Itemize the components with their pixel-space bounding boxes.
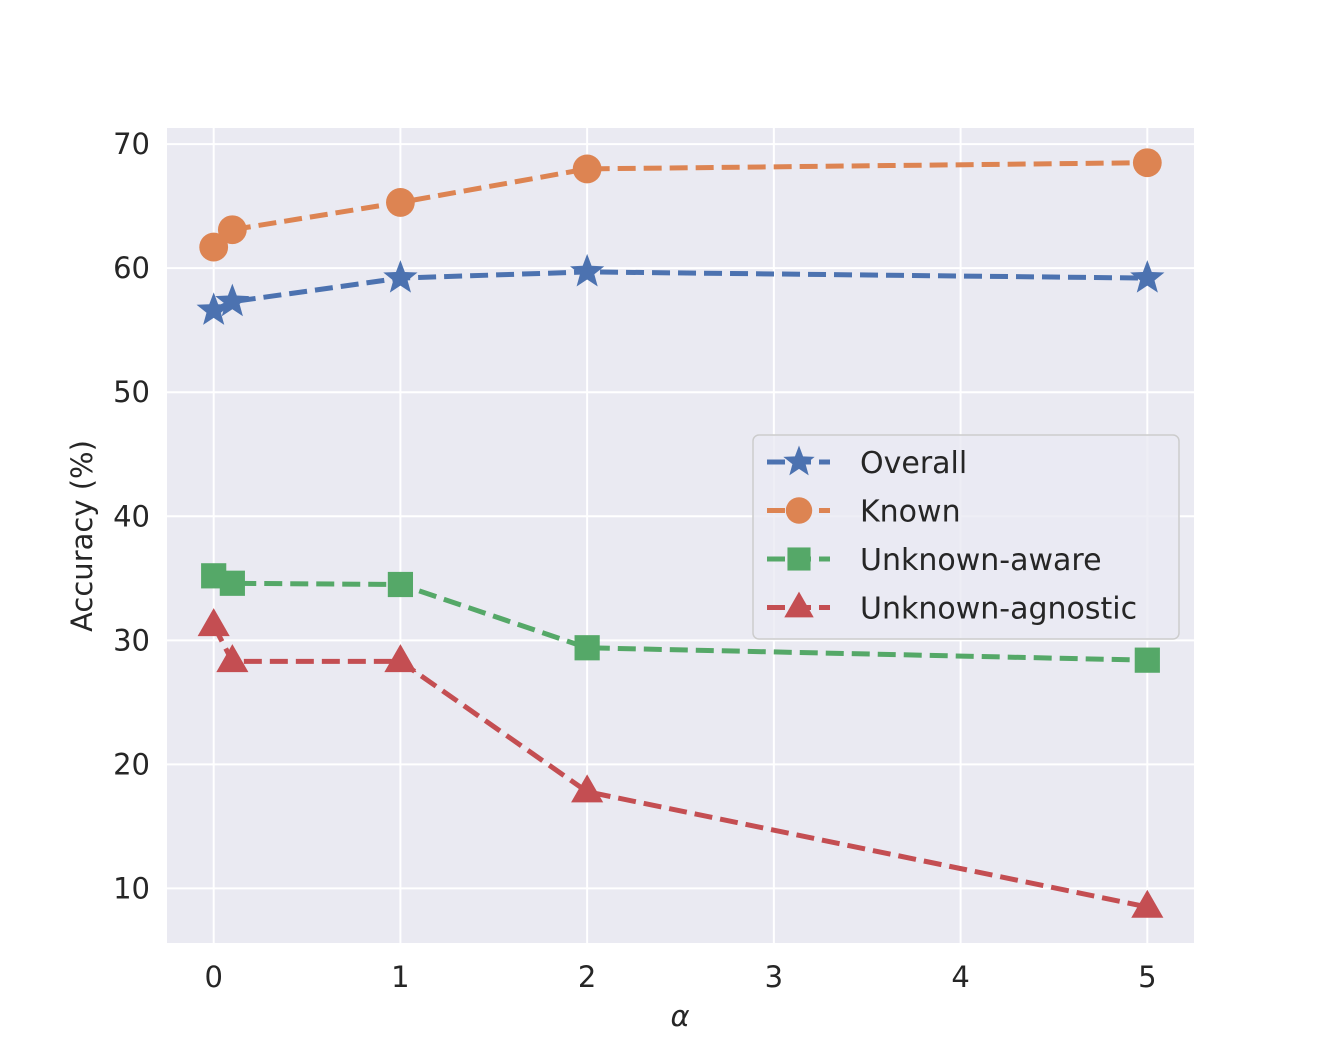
y-tick-label: 10 bbox=[113, 871, 150, 905]
data-point-unknown-agnostic bbox=[384, 644, 417, 673]
data-point-overall bbox=[383, 260, 418, 293]
data-point-unknown-aware bbox=[1134, 647, 1160, 673]
data-point-overall bbox=[196, 292, 231, 325]
legend-frame bbox=[752, 434, 1180, 640]
data-point-overall bbox=[1130, 260, 1165, 293]
x-tick-label: 2 bbox=[578, 960, 596, 994]
y-tick-label: 20 bbox=[113, 747, 150, 781]
legend-label-known: Known bbox=[860, 495, 961, 530]
series-unknown-aware bbox=[201, 563, 1160, 673]
x-tick-label: 3 bbox=[765, 960, 783, 994]
legend-item-known: Known bbox=[767, 495, 961, 530]
legend-marker-known bbox=[785, 497, 813, 524]
x-tick-label: 1 bbox=[391, 960, 409, 994]
y-tick-label: 50 bbox=[113, 375, 150, 409]
legend: Overall Known Unknown-aware Unknown-agnosti… bbox=[752, 434, 1180, 640]
data-point-overall bbox=[215, 283, 250, 317]
x-tick-label: 0 bbox=[204, 960, 222, 994]
data-point-overall bbox=[570, 253, 605, 287]
y-tick-label: 30 bbox=[113, 623, 150, 657]
series-known bbox=[199, 148, 1162, 262]
data-point-known bbox=[217, 215, 247, 245]
tick-labels: 0 1 2 3 4 5 10 20 30 40 50 60 70 bbox=[113, 127, 1156, 994]
y-tick-label: 40 bbox=[113, 499, 150, 533]
data-point-known bbox=[199, 232, 229, 262]
legend-item-overall: Overall bbox=[767, 445, 967, 481]
legend-marker-unknown-aware bbox=[787, 547, 811, 571]
legend-marker-unknown-agnostic bbox=[784, 591, 814, 618]
legend-marker-overall bbox=[783, 445, 815, 476]
series-layer bbox=[196, 148, 1165, 918]
data-point-unknown-agnostic bbox=[571, 774, 604, 803]
data-point-known bbox=[1132, 148, 1162, 178]
data-point-unknown-aware bbox=[387, 571, 414, 598]
y-tick-label: 70 bbox=[113, 127, 150, 161]
data-point-unknown-aware bbox=[574, 635, 600, 661]
y-tick-label: 60 bbox=[113, 251, 150, 285]
data-point-unknown-agnostic bbox=[216, 644, 249, 673]
legend-item-unknown-agnostic: Unknown-agnostic bbox=[767, 592, 1137, 627]
data-point-unknown-agnostic bbox=[1131, 889, 1164, 918]
series-unknown-agnostic bbox=[197, 608, 1164, 918]
legend-item-unknown-aware: Unknown-aware bbox=[767, 543, 1102, 578]
legend-label-unknown-agnostic: Unknown-agnostic bbox=[860, 592, 1137, 627]
x-tick-label: 5 bbox=[1138, 960, 1156, 994]
data-point-unknown-aware bbox=[219, 570, 245, 596]
data-point-known bbox=[572, 154, 602, 184]
y-axis-label: Accuracy (%) bbox=[65, 440, 99, 632]
data-point-known bbox=[386, 188, 415, 217]
x-axis-label: α bbox=[670, 999, 689, 1033]
legend-label-unknown-aware: Unknown-aware bbox=[860, 543, 1102, 578]
legend-label-overall: Overall bbox=[860, 446, 967, 481]
data-point-unknown-agnostic bbox=[197, 608, 230, 637]
x-tick-label: 4 bbox=[951, 960, 969, 994]
series-overall bbox=[196, 253, 1165, 325]
